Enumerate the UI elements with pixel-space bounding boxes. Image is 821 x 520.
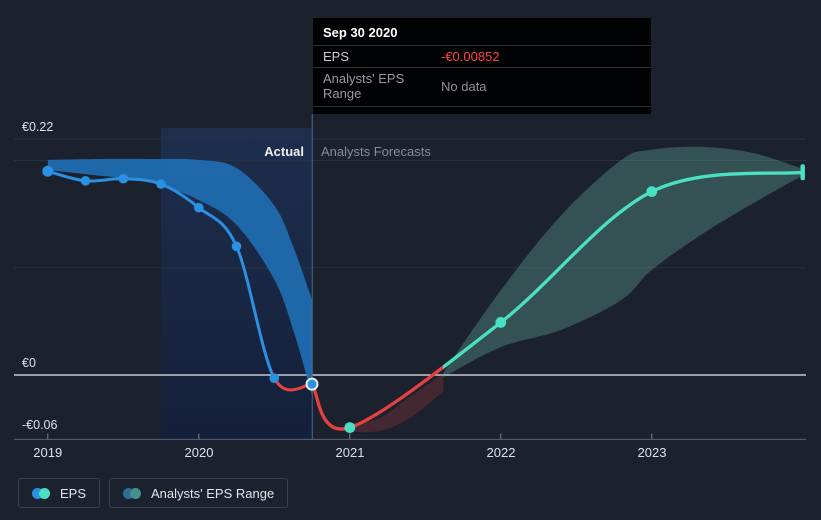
forecast-section-label: Analysts Forecasts: [321, 144, 431, 159]
eps-actual-marker[interactable]: [269, 373, 280, 384]
analysts-range-forecast-negative-band: [349, 373, 444, 433]
legend-item-eps[interactable]: EPS: [18, 478, 101, 508]
eps-actual-marker[interactable]: [42, 165, 54, 177]
x-tick-2019: 2019: [33, 445, 62, 460]
x-axis-ticks: [47, 433, 653, 439]
analysts-range-swatch-icon: [123, 487, 142, 499]
analysts-range-forecast-band: [443, 146, 803, 378]
eps-hover-marker[interactable]: [305, 377, 319, 391]
legend-item-analysts-range-label: Analysts' EPS Range: [151, 485, 275, 501]
eps-forecast-marker[interactable]: [344, 422, 356, 433]
actual-section-label: Actual: [264, 144, 304, 159]
x-tick-2023: 2023: [638, 445, 667, 460]
eps-actual-marker[interactable]: [80, 176, 91, 186]
tooltip-date: Sep 30 2020: [313, 18, 651, 46]
eps-forecast-line[interactable]: [310, 170, 805, 431]
eps-chart-plot[interactable]: €0.22 €0 -€0.06 Actual Analysts Forecast…: [0, 0, 821, 460]
eps-actual-marker[interactable]: [118, 173, 129, 184]
eps-forecast-marker[interactable]: [646, 186, 658, 198]
x-tick-2022: 2022: [487, 445, 516, 460]
eps-forecast-marker[interactable]: [495, 317, 507, 328]
tooltip-eps-value: -€0.00852: [441, 49, 500, 64]
tooltip-row-range: Analysts' EPS Range No data: [313, 68, 651, 104]
eps-forecast-endcap: [800, 164, 805, 181]
legend-item-eps-label: EPS: [60, 485, 87, 501]
tooltip-row-eps: EPS -€0.00852: [313, 46, 651, 68]
y-axis-label-bottom: -€0.06: [22, 418, 57, 432]
eps-actual-marker[interactable]: [194, 202, 204, 213]
eps-actual-line[interactable]: [46, 169, 314, 392]
analysts-range-actual-band: [47, 158, 313, 396]
legend: EPS Analysts' EPS Range: [18, 478, 289, 508]
tooltip-range-label: Analysts' EPS Range: [323, 71, 405, 101]
y-axis-label-zero: €0: [22, 356, 36, 370]
tooltip-range-value: No data: [441, 78, 487, 94]
eps-series-swatch-icon: [32, 487, 50, 499]
x-tick-2020: 2020: [185, 445, 214, 460]
eps-forecast-markers[interactable]: [344, 164, 805, 433]
legend-item-analysts-range[interactable]: Analysts' EPS Range: [109, 478, 289, 508]
eps-actual-marker[interactable]: [156, 179, 166, 189]
eps-tooltip: Sep 30 2020 EPS -€0.00852 Analysts' EPS …: [313, 18, 651, 114]
y-axis-label-top: €0.22: [22, 120, 53, 134]
x-tick-2021: 2021: [336, 445, 365, 460]
eps-actual-marker[interactable]: [231, 241, 242, 252]
tooltip-bottom-divider: [313, 106, 651, 107]
tooltip-eps-label: EPS: [323, 49, 350, 64]
eps-actual-markers[interactable]: [42, 165, 319, 391]
